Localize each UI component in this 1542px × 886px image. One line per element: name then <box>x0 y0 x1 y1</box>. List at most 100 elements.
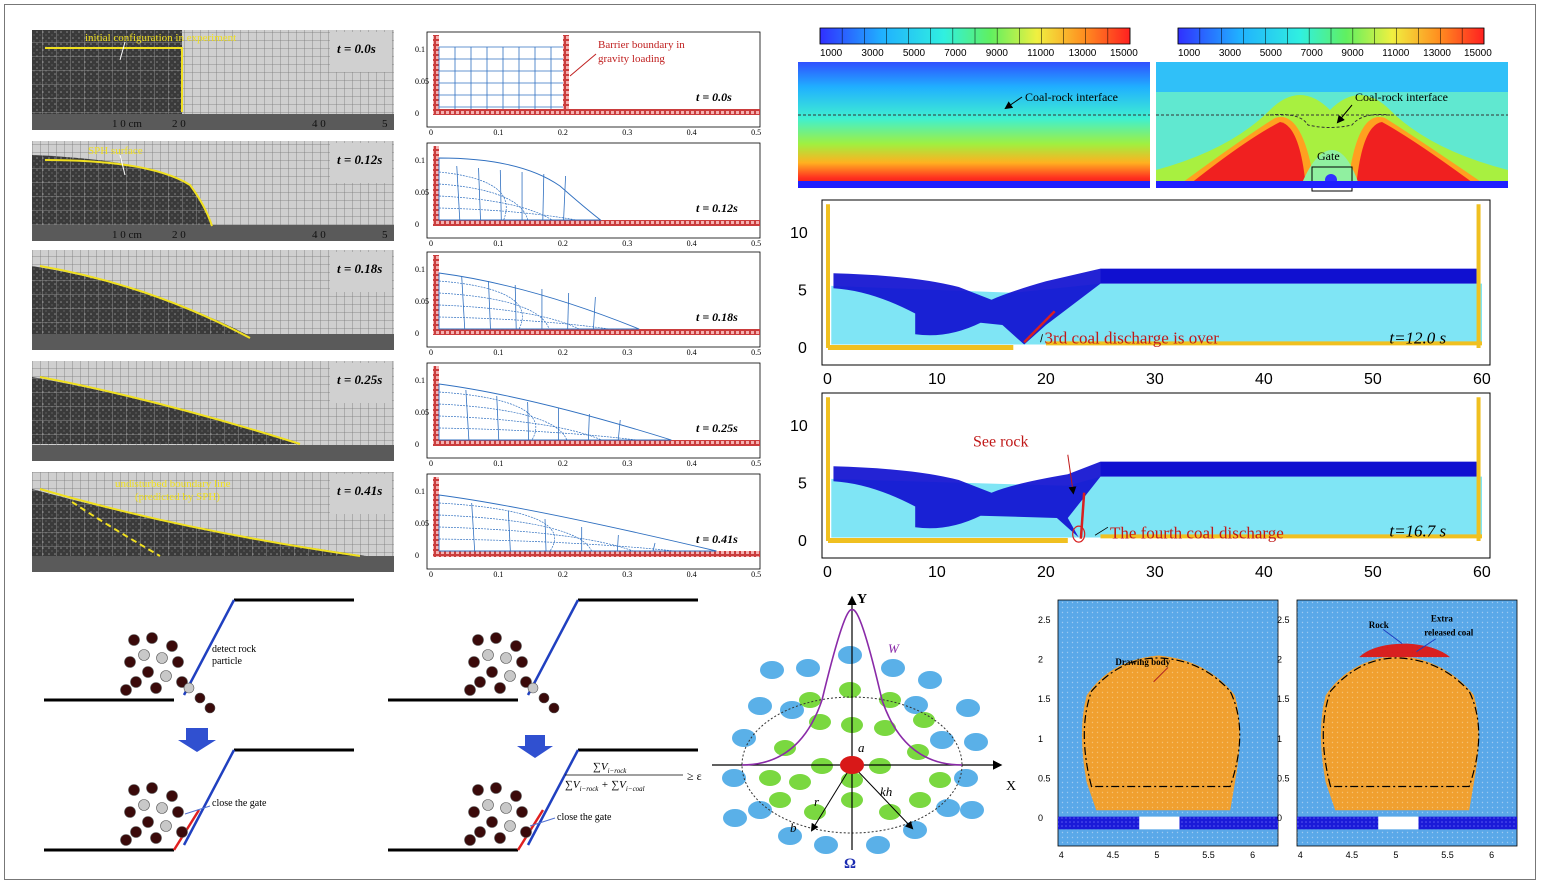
sph-xtick: 0.1 <box>493 459 503 468</box>
experiment-photos: t = 0.0s initial configuration in experim… <box>32 30 394 572</box>
axis-x-label: X <box>1006 779 1016 794</box>
body-ytick: 1.5 <box>1277 694 1290 704</box>
kernel-particle <box>964 733 988 751</box>
gate-scene <box>388 598 698 714</box>
sph-xtick: 0 <box>429 459 433 468</box>
extra-label: Extra <box>1431 613 1453 623</box>
barrier-label: gravity loading <box>598 53 665 65</box>
drawing-body-panel-2: Rock Extra released coal 4 4.5 5 5.5 6 0 0.5 1 1.5 2… <box>1277 599 1518 860</box>
kernel-particle <box>918 671 942 689</box>
colorbar-tick: 5000 <box>1260 48 1283 59</box>
sph-xtick: 0.1 <box>493 570 503 579</box>
colorbar-tick: 1000 <box>820 48 843 59</box>
drawing-body-panel-1: Drawing body 4 4.5 5 5.5 6 0 0.5 1 1.5 2 2.5 <box>1038 599 1279 860</box>
discharge-xtick: 40 <box>1255 564 1273 581</box>
figure-frame <box>4 4 1536 880</box>
discharge-time: t=16.7 s <box>1389 521 1446 540</box>
formula-denominator: ∑Vi−rock + ∑Vi−coal <box>565 779 645 793</box>
body-ytick: 2.5 <box>1277 615 1290 625</box>
discharge-xtick: 0 <box>823 564 832 581</box>
body-ytick: 2 <box>1277 655 1282 665</box>
body-ytick: 0.5 <box>1038 774 1051 784</box>
colorbar-tick: 15000 <box>1464 48 1492 59</box>
sph-xtick: 0.5 <box>751 128 761 137</box>
kernel-particle <box>789 774 811 790</box>
see-rock-label: See rock <box>973 434 1029 451</box>
kernel-particle <box>811 758 833 774</box>
kernel-particle <box>954 769 978 787</box>
sph-xtick: 0.3 <box>622 128 632 137</box>
photo-time-label: t = 0.12s <box>337 152 382 167</box>
discharge-xtick: 0 <box>823 371 832 388</box>
kernel-particle <box>909 792 931 808</box>
discharge-label: The fourth coal discharge <box>1110 523 1284 542</box>
sph-time-label: t = 0.18s <box>696 310 738 324</box>
kernel-particle <box>774 740 796 756</box>
barrier-label: Barrier boundary in <box>598 39 685 51</box>
sph-xtick: 0.3 <box>622 570 632 579</box>
discharge-xtick: 10 <box>928 564 946 581</box>
ruler-label: 1 0 cm <box>112 229 142 241</box>
gate-scene <box>388 748 698 852</box>
discharge-ytick: 0 <box>798 533 807 550</box>
discharge-panel-2: See rock The fourth coal discharge t=16.7 … <box>790 392 1491 581</box>
kernel-particle <box>732 729 756 747</box>
discharge-ytick: 0 <box>798 340 807 357</box>
kernel-particle <box>796 659 820 677</box>
kernel-particle <box>760 661 784 679</box>
discharge-xtick: 60 <box>1473 564 1491 581</box>
kernel-particle <box>722 769 746 787</box>
sph-plot: Barrier boundary in gravity loading t = 0.… <box>415 31 761 137</box>
colorbar-tick: 13000 <box>1423 48 1451 59</box>
sph-xtick: 0.3 <box>622 348 632 357</box>
body-xtick: 5 <box>1154 850 1159 860</box>
sph-xtick: 0.2 <box>558 459 568 468</box>
body-ytick: 2 <box>1038 655 1043 665</box>
b-label: b <box>790 820 797 835</box>
kernel-particle <box>839 682 861 698</box>
rock-label: Rock <box>1369 620 1389 630</box>
sph-xtick: 0.4 <box>687 239 697 248</box>
colorbar-tick: 7000 <box>944 48 967 59</box>
discharge-ytick: 5 <box>798 283 807 300</box>
sph-plot: t = 0.25s 0 0.1 0.2 0.3 0.4 0.5 0 0.05 0.1 <box>415 362 761 468</box>
down-arrow-icon <box>178 728 216 752</box>
kernel-particle <box>866 836 890 854</box>
formula-ge: ≥ ε <box>687 769 702 783</box>
sph-plot: t = 0.41s 0 0.1 0.2 0.3 0.4 0.5 0 0.05 0.1 <box>415 473 761 579</box>
sph-xtick: 0.5 <box>751 239 761 248</box>
body-ytick: 2.5 <box>1038 615 1051 625</box>
body-xtick: 4.5 <box>1346 850 1359 860</box>
colorbar-tick: 7000 <box>1301 48 1324 59</box>
body-xtick: 5 <box>1393 850 1398 860</box>
body-ytick: 1 <box>1038 734 1043 744</box>
body-ytick: 1 <box>1277 734 1282 744</box>
undisturbed-label: undisturbed boundary line <box>115 478 231 490</box>
interface-label-left: Coal-rock interface <box>1025 90 1118 104</box>
kh-label: kh <box>880 784 892 799</box>
gate-label: particle <box>212 656 243 667</box>
discharge-ytick: 5 <box>798 476 807 493</box>
down-arrow-icon <box>517 735 553 758</box>
extra-label: released coal <box>1424 628 1474 638</box>
formula-numerator: ∑Vi−rock <box>593 761 627 775</box>
center-particle <box>840 756 864 774</box>
ruler-label: 2 0 <box>172 229 186 241</box>
kernel-particle <box>956 699 980 717</box>
sph-xtick: 0.1 <box>493 128 503 137</box>
body-ytick: 0 <box>1277 813 1282 823</box>
sph-ytick: 0.05 <box>415 77 429 86</box>
colorbar-tick: 9000 <box>986 48 1009 59</box>
sph-ytick: 0 <box>415 109 419 118</box>
sph-xtick: 0 <box>429 570 433 579</box>
discharge-xtick: 30 <box>1146 564 1164 581</box>
axis-y-label: Y <box>857 592 867 607</box>
contour-panel-right: 1000 3000 5000 7000 9000 11000 13000 15000 Coal… <box>1156 27 1508 192</box>
colorbar-tick: 9000 <box>1341 48 1364 59</box>
kernel-particle <box>723 809 747 827</box>
discharge-xtick: 60 <box>1473 371 1491 388</box>
gate-label: detect rock <box>212 644 256 655</box>
sph-xtick: 0 <box>429 239 433 248</box>
sph-ytick: 0.1 <box>415 156 425 165</box>
